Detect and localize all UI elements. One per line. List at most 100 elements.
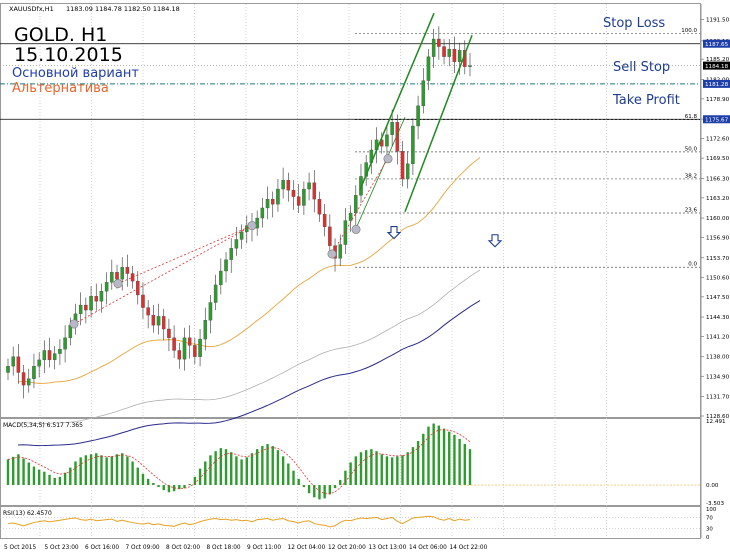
macd-bar (364, 450, 368, 486)
bullish-candle (307, 182, 311, 190)
macd-bar (69, 467, 72, 486)
bearish-candle (328, 226, 332, 246)
channel-upper-line (359, 12, 435, 190)
down-arrow-icon (487, 234, 503, 248)
macd-bar (22, 458, 25, 486)
macd-bar (110, 456, 114, 486)
swing-point-marker (383, 154, 393, 164)
macd-bar (297, 478, 300, 486)
bearish-candle (291, 190, 296, 197)
macd-label: MACD(5,34,5) 6.517 7.365 (3, 422, 83, 429)
rsi-label: RSI(13) 62.4570 (3, 510, 52, 517)
macd-bar (307, 485, 311, 494)
bullish-candle (32, 366, 36, 379)
bearish-candle (167, 328, 171, 338)
bullish-candle (343, 220, 348, 245)
macd-bar (370, 449, 373, 486)
alternative-path-line (331, 157, 389, 255)
bearish-candle (395, 122, 400, 152)
macd-bar (463, 444, 467, 486)
macd-bar (157, 485, 160, 488)
bullish-candle (27, 378, 31, 386)
bullish-candle (89, 296, 93, 311)
bullish-candle (390, 122, 394, 135)
ohlc-values: 1183.09 1184.78 1182.50 1184.18 (66, 5, 180, 13)
fib-level-label: 100.0 (681, 28, 697, 34)
time-label: 14 Oct 06:00 (409, 545, 447, 551)
sell-stop-label: Sell Stop (613, 60, 671, 75)
price-marker-label: 1184.18 (705, 64, 729, 70)
bullish-candle (78, 304, 83, 315)
bullish-candle (11, 356, 15, 367)
macd-bar (255, 449, 259, 486)
bearish-candle (136, 280, 140, 296)
bearish-candle (151, 314, 156, 326)
bullish-candle (219, 270, 223, 286)
bullish-candle (447, 48, 451, 57)
fib-level-label: 23.6 (685, 208, 698, 214)
time-label: 9 Oct 11:00 (247, 545, 281, 551)
macd-bar (79, 457, 82, 486)
macd-histogram (6, 423, 700, 500)
price-tick-label: 1156.90 (706, 236, 730, 242)
price-tick-label: 1147.50 (706, 295, 730, 301)
main-variant-label: Основной вариант (12, 66, 139, 81)
rsi-line (0, 515, 700, 529)
time-label: 6 Oct 16:00 (85, 545, 119, 551)
bearish-candle (115, 272, 119, 280)
macd-bar (385, 456, 389, 486)
bullish-candle (421, 80, 426, 106)
fib-level-label: 61.8 (685, 114, 698, 120)
price-tick-label: 1134.90 (706, 374, 730, 380)
price-tick-label: 1131.70 (706, 394, 730, 400)
macd-bar (183, 485, 186, 489)
channel-inner-line (354, 117, 406, 231)
macd-bar (349, 462, 352, 486)
moving-average-mid-line (17, 269, 481, 424)
macd-bar (411, 447, 415, 486)
bearish-candle (322, 214, 327, 228)
macd-bar (53, 477, 56, 486)
bullish-candle (431, 38, 436, 57)
alternative-label: Альтернатива (12, 81, 109, 96)
macd-bar (89, 454, 93, 486)
macd-bar (43, 471, 46, 486)
macd-bar (126, 456, 129, 486)
bullish-candle (110, 272, 114, 283)
macd-bar (276, 450, 280, 486)
bearish-candle (442, 46, 446, 57)
macd-bar (84, 455, 88, 486)
chart-date: 15.10.2015 (14, 44, 123, 66)
bullish-candle (411, 125, 415, 164)
price-marker-label: 1175.67 (705, 117, 729, 123)
macd-bar (209, 455, 212, 486)
bearish-candle (296, 196, 301, 206)
bullish-candle (468, 65, 472, 67)
time-gridlines (39, 4, 607, 538)
bearish-candle (47, 350, 52, 361)
bearish-candle (437, 38, 441, 47)
bullish-candle (58, 349, 62, 354)
macd-bar (323, 485, 326, 499)
price-tick-label: 1150.60 (706, 275, 730, 281)
bearish-candle (177, 350, 182, 360)
macd-bar (380, 454, 383, 486)
price-tick-label: 1128.60 (706, 414, 730, 420)
bullish-candle (405, 163, 410, 180)
macd-bar (131, 461, 134, 486)
bullish-candle (385, 134, 389, 147)
stop-loss-label: Stop Loss (603, 16, 666, 31)
price-tick-label: 1138.00 (706, 355, 730, 361)
rsi-pane (0, 506, 701, 539)
macd-bar (250, 453, 254, 486)
swing-point-marker (113, 279, 123, 289)
bullish-candle (234, 239, 239, 249)
price-tick-label: 1163.20 (706, 196, 730, 202)
macd-bar (152, 482, 155, 486)
macd-bar (230, 452, 233, 486)
bearish-candle (172, 337, 176, 351)
macd-bar (136, 467, 139, 486)
alternative-path-line (73, 225, 253, 325)
bullish-candle (354, 195, 358, 214)
bullish-candle (229, 248, 233, 260)
